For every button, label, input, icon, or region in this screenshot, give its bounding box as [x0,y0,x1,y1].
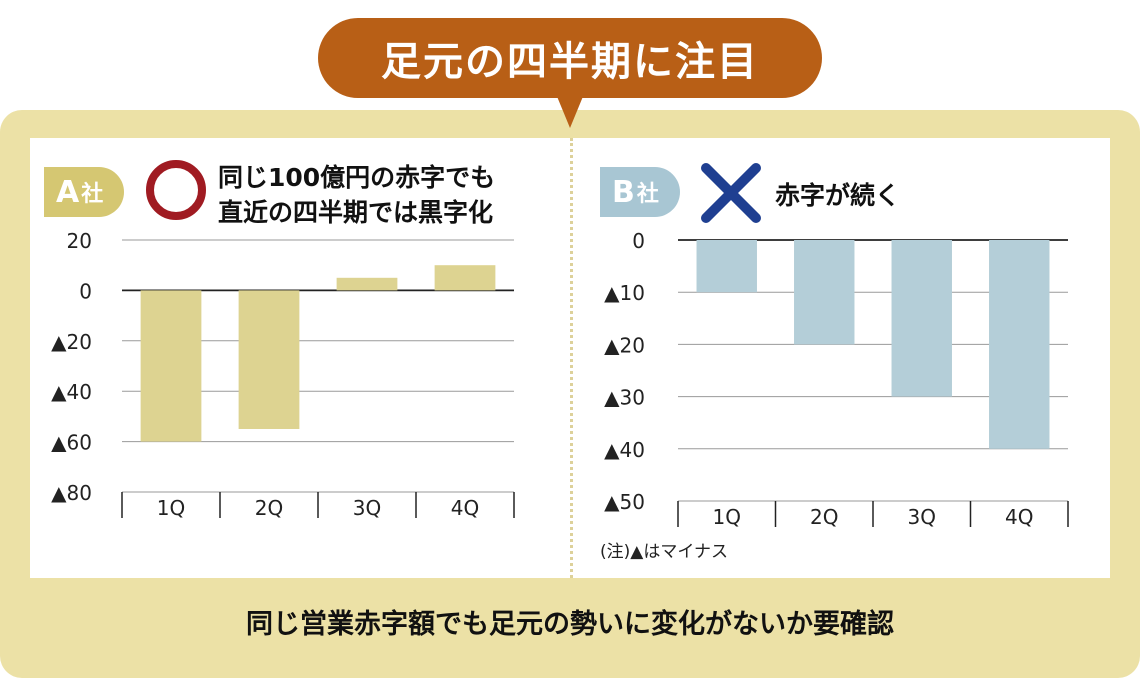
chart-a-ytick-label: ▲60 [51,431,92,455]
chart-b-ytick-label: ▲40 [604,438,645,462]
chart-a-ytick-label: ▲80 [51,481,92,505]
chart-b-ytick-label: ▲20 [604,333,645,357]
chart-b-category-label: 3Q [908,505,936,529]
circle-icon [146,160,206,220]
company-a-note-line-1: 同じ100億円の赤字でも [218,163,496,192]
company-a-note-line-2: 直近の四半期では黒字化 [218,198,494,227]
company-a-letter: A [56,174,80,210]
footnote: (注)▲はマイナス [600,542,728,562]
chart-a-category-label: 4Q [451,496,479,520]
chart-a-bar [140,290,202,442]
chart-a-bar [336,277,398,291]
company-b-note-line-1: 赤字が続く [775,181,901,210]
chart-b-ytick-label: 0 [632,229,645,253]
chart-b-bar [794,240,855,345]
chart-a-bar [434,265,496,291]
chart-b-ytick-label: ▲10 [604,281,645,305]
company-b-letter: B [612,174,635,210]
title-bubble-tail [556,94,584,128]
chart-a-category-label: 3Q [353,496,381,520]
chart-b-bar [696,240,757,293]
chart-a-ytick-label: 20 [67,229,92,253]
cross-icon [701,163,761,223]
chart-b-category-label: 1Q [713,505,741,529]
company-b-suffix: 社 [636,182,659,207]
page-title: 足元の四半期に注目 [318,18,822,98]
panel-divider [570,138,573,578]
chart-a-ytick-label: 0 [79,279,92,303]
chart-b-ytick-label: ▲30 [604,386,645,410]
chart-a-ytick-label: ▲40 [51,380,92,404]
chart-b-bar [891,240,952,397]
chart-b-category-label: 2Q [810,505,838,529]
chart-b-bar [989,240,1050,449]
chart-a-ytick-label: ▲20 [51,330,92,354]
chart-a-bar [238,290,300,429]
chart-b-category-label: 4Q [1005,505,1033,529]
bottom-caption: 同じ営業赤字額でも足元の勢いに変化がないか要確認 [246,609,894,640]
chart-a-category-label: 1Q [157,496,185,520]
chart-b-ytick-label: ▲50 [604,490,645,514]
chart-a-category-label: 2Q [255,496,283,520]
company-a-suffix: 社 [81,182,104,207]
